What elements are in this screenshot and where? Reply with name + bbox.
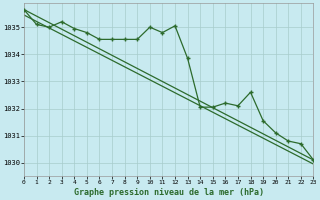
X-axis label: Graphe pression niveau de la mer (hPa): Graphe pression niveau de la mer (hPa) [74, 188, 264, 197]
